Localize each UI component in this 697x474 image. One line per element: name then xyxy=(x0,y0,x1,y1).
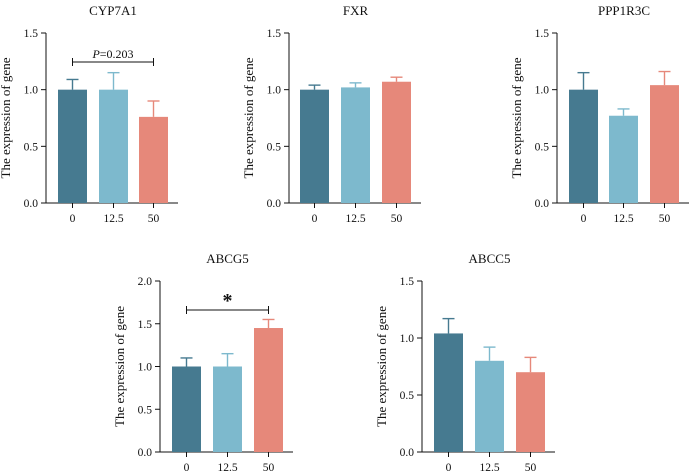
y-tick-label: 0.5 xyxy=(138,404,153,416)
y-tick-label: 1.0 xyxy=(138,362,153,374)
significance-label: P=0.203 xyxy=(91,47,133,61)
y-tick-label: 0.0 xyxy=(535,198,550,210)
y-tick-label: 1.0 xyxy=(400,333,415,345)
x-tick-label: 12.5 xyxy=(103,213,123,225)
y-tick-label: 0.5 xyxy=(24,141,39,153)
chart-panel-abcg5: ABCG5 The expression of gene 0.0 0.5 1.0 1.5 2… xyxy=(112,251,293,474)
chart-title: PPP1R3C xyxy=(598,3,650,18)
y-tick-label: 0.0 xyxy=(24,198,39,210)
y-tick-label: 0.5 xyxy=(267,141,282,153)
bar-50 xyxy=(382,81,411,203)
x-tick-label: 50 xyxy=(659,213,671,225)
y-tick-label: 1.5 xyxy=(138,319,153,331)
chart-title: FXR xyxy=(343,3,369,18)
p-value: =0.203 xyxy=(100,47,134,61)
x-tick-label: 0 xyxy=(312,213,318,225)
x-tick-label: 0 xyxy=(184,462,190,474)
y-tick-label: 0.5 xyxy=(400,390,415,402)
chart-title: ABCG5 xyxy=(206,251,249,266)
significance-label: * xyxy=(223,290,233,312)
x-tick-label: 50 xyxy=(148,213,160,225)
y-axis-label: The expression of gene xyxy=(241,57,256,178)
y-tick-label: 0.0 xyxy=(267,198,282,210)
chart-title: ABCC5 xyxy=(469,251,511,266)
y-tick-label: 0.0 xyxy=(400,447,415,459)
x-tick-label: 0 xyxy=(70,213,76,225)
y-tick-label: 1.0 xyxy=(535,85,550,97)
x-tick-label: 0 xyxy=(446,462,452,474)
bar-50 xyxy=(254,328,283,452)
bar-0 xyxy=(569,89,598,203)
bar-0 xyxy=(434,333,463,452)
bar-12.5 xyxy=(213,366,242,452)
chart-panel-cyp7a1: CYP7A1 The expression of gene 0.0 0.5 1.0 1.5… xyxy=(0,3,178,225)
bar-50 xyxy=(139,116,168,203)
y-tick-label: 0.0 xyxy=(138,447,153,459)
x-tick-label: 50 xyxy=(263,462,275,474)
chart-panel-fxr: FXR The expression of gene 0.0 0.5 1.0 1.5 0 12… xyxy=(241,3,421,225)
bar-12.5 xyxy=(609,115,638,203)
y-tick-label: 1.0 xyxy=(24,85,39,97)
bar-50 xyxy=(650,85,679,203)
y-tick-label: 1.5 xyxy=(535,28,550,40)
bar-12.5 xyxy=(341,87,370,203)
bar-50 xyxy=(516,372,545,452)
y-axis-label: The expression of gene xyxy=(112,306,127,427)
chart-title: CYP7A1 xyxy=(89,3,137,18)
y-tick-label: 1.5 xyxy=(24,28,39,40)
x-tick-label: 12.5 xyxy=(479,462,499,474)
y-tick-label: 1.5 xyxy=(400,276,415,288)
x-tick-label: 12.5 xyxy=(345,213,365,225)
chart-panel-abcc5: ABCC5 The expression of gene 0.0 0.5 1.0 1.5 0… xyxy=(374,251,555,474)
y-axis-label: The expression of gene xyxy=(509,57,524,178)
x-tick-label: 12.5 xyxy=(613,213,633,225)
x-tick-label: 12.5 xyxy=(217,462,237,474)
y-tick-label: 1.5 xyxy=(267,28,282,40)
bar-0 xyxy=(58,89,87,203)
y-tick-label: 2.0 xyxy=(138,276,153,288)
x-tick-label: 50 xyxy=(525,462,537,474)
x-tick-label: 0 xyxy=(581,213,587,225)
chart-panel-ppp1r3c: PPP1R3C The expression of gene 0.0 0.5 1.0 1.… xyxy=(509,3,689,225)
y-tick-label: 1.0 xyxy=(267,85,282,97)
y-axis-label: The expression of gene xyxy=(0,57,13,178)
x-tick-label: 50 xyxy=(391,213,403,225)
y-axis-label: The expression of gene xyxy=(374,306,389,427)
bar-12.5 xyxy=(99,89,128,203)
p-symbol: P xyxy=(91,47,100,61)
y-tick-label: 0.5 xyxy=(535,141,550,153)
bar-12.5 xyxy=(475,360,504,452)
bar-0 xyxy=(172,366,201,452)
bar-0 xyxy=(300,89,329,203)
